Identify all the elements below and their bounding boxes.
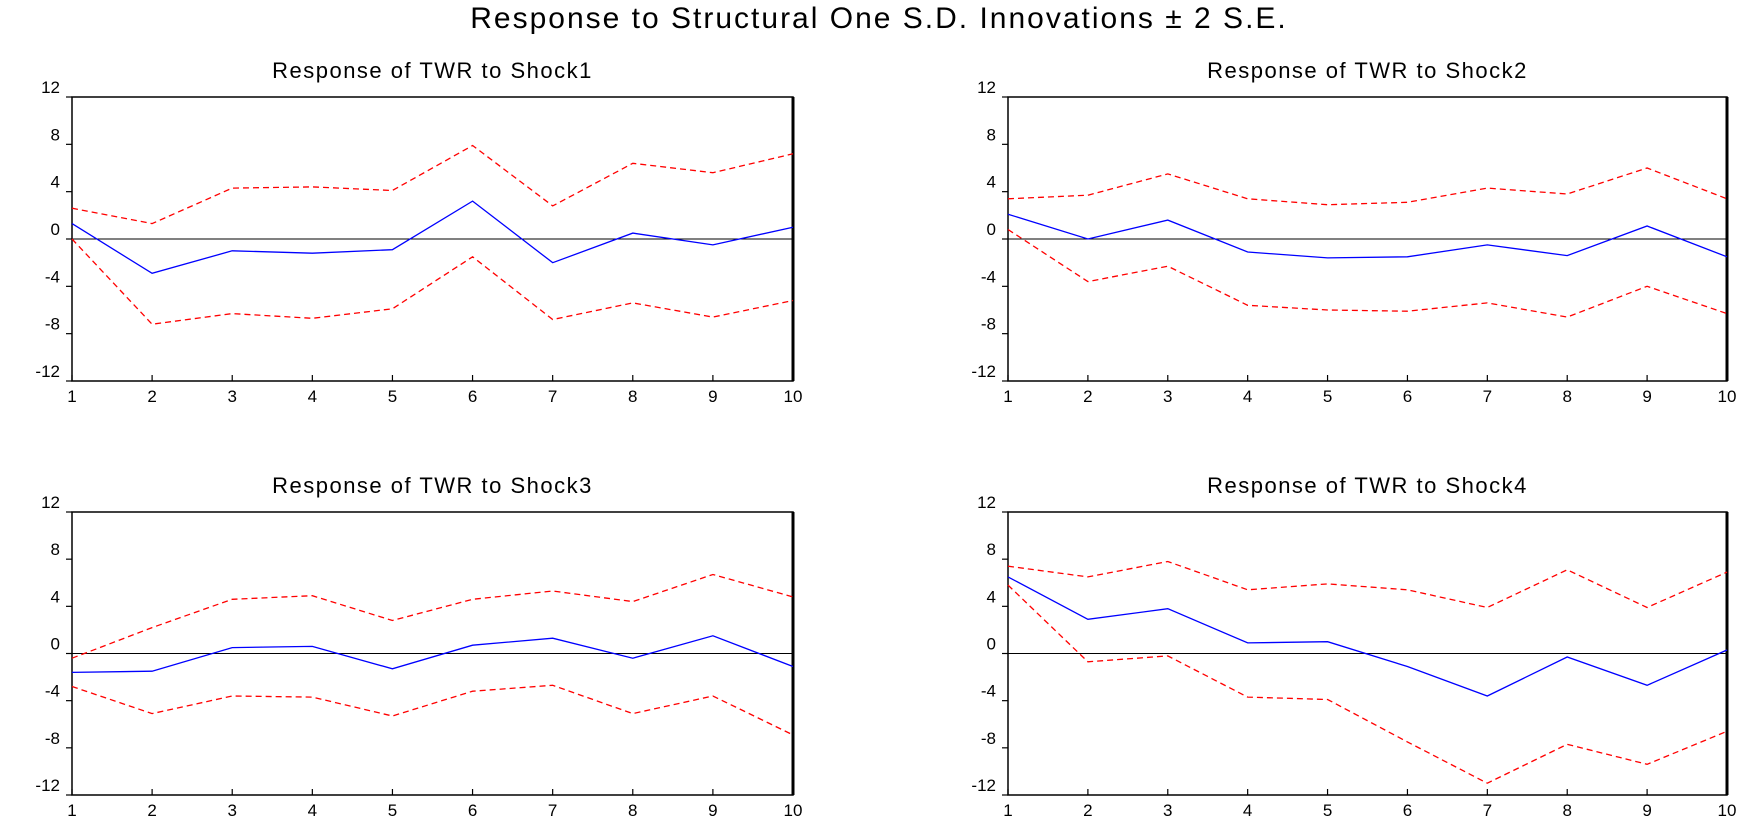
x-tick-label: 1 [67,801,76,820]
x-tick-label: 4 [1243,387,1252,406]
y-tick-label: -4 [45,682,60,701]
x-tick-label: 10 [784,801,803,820]
upper-band-line [71,573,794,659]
y-tick-label: -8 [45,315,60,334]
y-tick-label: 4 [987,587,996,606]
y-tick-label: 4 [987,173,996,192]
x-tick-label: 4 [308,801,317,820]
y-tick-label: 12 [977,78,996,97]
x-tick-label: 9 [1642,801,1651,820]
panel-title: Response of TWR to Shock2 [1207,58,1528,83]
x-tick-label: 6 [468,801,477,820]
x-tick-label: 5 [388,387,397,406]
x-tick-label: 3 [1163,801,1172,820]
y-tick-label: -4 [981,267,996,286]
y-tick-label: 0 [987,635,996,654]
x-tick-label: 2 [1083,801,1092,820]
y-tick-label: 8 [51,125,60,144]
x-tick-label: 2 [1083,387,1092,406]
x-tick-label: 8 [1562,387,1571,406]
y-tick-label: 4 [51,173,60,192]
panel-title: Response of TWR to Shock4 [1207,473,1528,498]
x-tick-label: 9 [708,801,717,820]
lower-band-line [1007,584,1728,784]
y-tick-label: 12 [41,493,60,512]
y-tick-label: 0 [51,635,60,654]
x-tick-label: 1 [67,387,76,406]
y-tick-label: 0 [987,220,996,239]
lower-band-line [71,238,794,325]
y-tick-label: -12 [35,362,60,381]
upper-band-line [71,144,794,225]
y-tick-label: -8 [981,315,996,334]
x-tick-label: 8 [628,387,637,406]
y-tick-label: -8 [45,729,60,748]
x-tick-label: 10 [1718,801,1737,820]
x-tick-label: 7 [1483,387,1492,406]
x-tick-label: 3 [227,387,236,406]
x-tick-label: 5 [1323,801,1332,820]
x-tick-label: 7 [548,387,557,406]
y-tick-label: 8 [987,540,996,559]
x-tick-label: 3 [227,801,236,820]
y-tick-label: 4 [51,587,60,606]
x-tick-label: 9 [1642,387,1651,406]
y-tick-label: 12 [977,493,996,512]
response-line [71,635,794,674]
x-tick-label: 10 [1718,387,1737,406]
x-tick-label: 1 [1003,387,1012,406]
x-tick-label: 7 [1483,801,1492,820]
lower-band-line [1007,228,1728,318]
y-tick-label: 8 [987,125,996,144]
x-tick-label: 6 [1403,387,1412,406]
lower-band-line [71,684,794,736]
y-tick-label: 12 [41,78,60,97]
x-tick-label: 6 [1403,801,1412,820]
x-tick-label: 2 [147,387,156,406]
x-tick-label: 9 [708,387,717,406]
y-tick-label: -12 [35,776,60,795]
x-tick-label: 4 [1243,801,1252,820]
panel-title: Response of TWR to Shock3 [272,473,593,498]
y-tick-label: -8 [981,729,996,748]
y-tick-label: 8 [51,540,60,559]
y-tick-label: -12 [971,362,996,381]
x-tick-label: 10 [784,387,803,406]
upper-band-line [1007,167,1728,206]
x-tick-label: 7 [548,801,557,820]
response-line [71,200,794,275]
x-tick-label: 8 [628,801,637,820]
x-tick-label: 6 [468,387,477,406]
x-tick-label: 3 [1163,387,1172,406]
panel-title: Response of TWR to Shock1 [272,58,593,83]
y-tick-label: 0 [51,220,60,239]
x-tick-label: 5 [1323,387,1332,406]
x-tick-label: 1 [1003,801,1012,820]
y-tick-label: -4 [45,267,60,286]
response-line [1007,576,1728,697]
y-tick-label: -12 [971,776,996,795]
x-tick-label: 8 [1562,801,1571,820]
upper-band-line [1007,560,1728,609]
x-tick-label: 2 [147,801,156,820]
x-tick-label: 4 [308,387,317,406]
x-tick-label: 5 [388,801,397,820]
response-line [1007,213,1728,259]
y-tick-label: -4 [981,682,996,701]
figure-title: Response to Structural One S.D. Innovati… [470,2,1288,35]
